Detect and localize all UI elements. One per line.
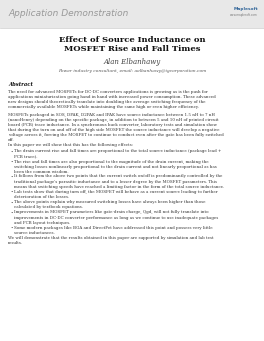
Text: The drain current rise and fall times are proportional to the total source induc: The drain current rise and fall times ar… — [14, 149, 221, 158]
Text: •: • — [10, 149, 12, 153]
Text: The above points explain why measured switching losses have always been higher t: The above points explain why measured sw… — [14, 200, 205, 209]
Text: Alan Elbanhawy: Alan Elbanhawy — [103, 58, 161, 66]
Text: •: • — [10, 190, 12, 194]
Text: MOSFET Rise and Fall Times: MOSFET Rise and Fall Times — [64, 45, 200, 53]
Text: The need for advanced MOSFETs for DC-DC converters applications is growing as is: The need for advanced MOSFETs for DC-DC … — [8, 90, 216, 109]
Bar — [0, 0, 264, 28]
Text: MOSFETs packaged in SOS, DPAK, D2PAK and IPAK have source inductance between 1.5: MOSFETs packaged in SOS, DPAK, D2PAK and… — [8, 113, 224, 142]
Text: •: • — [10, 211, 12, 215]
Text: The rise and fall times are also proportional to the magnitude of the drain curr: The rise and fall times are also proport… — [14, 160, 217, 174]
Text: Lab tests show that during turn off, the MOSFET will behave as a current source : Lab tests show that during turn off, the… — [14, 190, 218, 198]
Text: In this paper we will show that this has the following effects:: In this paper we will show that this has… — [8, 143, 133, 147]
Text: •: • — [10, 226, 12, 230]
Text: •: • — [10, 201, 12, 205]
Text: Some modern packages like BGA and DirectFet have addressed this point and posses: Some modern packages like BGA and Direct… — [14, 225, 213, 235]
Text: Abstract: Abstract — [8, 82, 33, 87]
Text: Effect of Source Inductance on: Effect of Source Inductance on — [59, 36, 205, 44]
Text: We will demonstrate that the results obtained in this paper are supported by sim: We will demonstrate that the results obt… — [8, 236, 214, 245]
Text: Application Demonstration: Application Demonstration — [8, 10, 128, 18]
Text: Power industry consultant, email: aelbanhawy@igcorporation.com: Power industry consultant, email: aelban… — [58, 69, 206, 73]
Text: It follows from the above two points that the current switch on/off is predomina: It follows from the above two points tha… — [14, 175, 224, 189]
Text: Maplesoft: Maplesoft — [233, 7, 258, 11]
Text: •: • — [10, 175, 12, 179]
Text: Improvements in MOSFET parameters like gate-drain charge, Qgd, will not fully tr: Improvements in MOSFET parameters like g… — [14, 210, 218, 225]
Text: •: • — [10, 160, 12, 164]
Text: www.maplesoft.com: www.maplesoft.com — [230, 13, 258, 17]
